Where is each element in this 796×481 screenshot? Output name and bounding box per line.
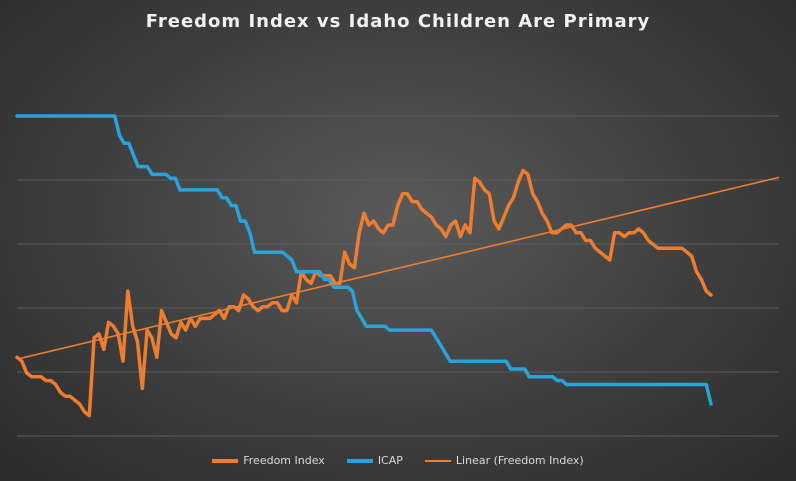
chart-title: Freedom Index vs Idaho Children Are Prim… (145, 11, 651, 32)
legend-item-icap[interactable]: ICAP (346, 454, 403, 467)
legend-swatch-freedom-index (212, 458, 239, 463)
legend-item-freedom-index[interactable]: Freedom Index (212, 454, 325, 467)
legend-swatch-icap (346, 458, 373, 463)
legend-label-linear-freedom-index: Linear (Freedom Index) (455, 454, 584, 467)
legend-label-icap: ICAP (377, 454, 403, 467)
series-line-freedom-index (15, 168, 713, 418)
legend-swatch-linear-freedom-index (424, 459, 451, 462)
chart-legend: Freedom Index ICAP Linear (Freedom Index… (0, 454, 796, 467)
legend-label-freedom-index: Freedom Index (243, 454, 325, 467)
series-line-icap (15, 114, 713, 406)
legend-item-linear-freedom-index[interactable]: Linear (Freedom Index) (424, 454, 584, 467)
trendline-linear-freedom-index (16, 176, 780, 360)
